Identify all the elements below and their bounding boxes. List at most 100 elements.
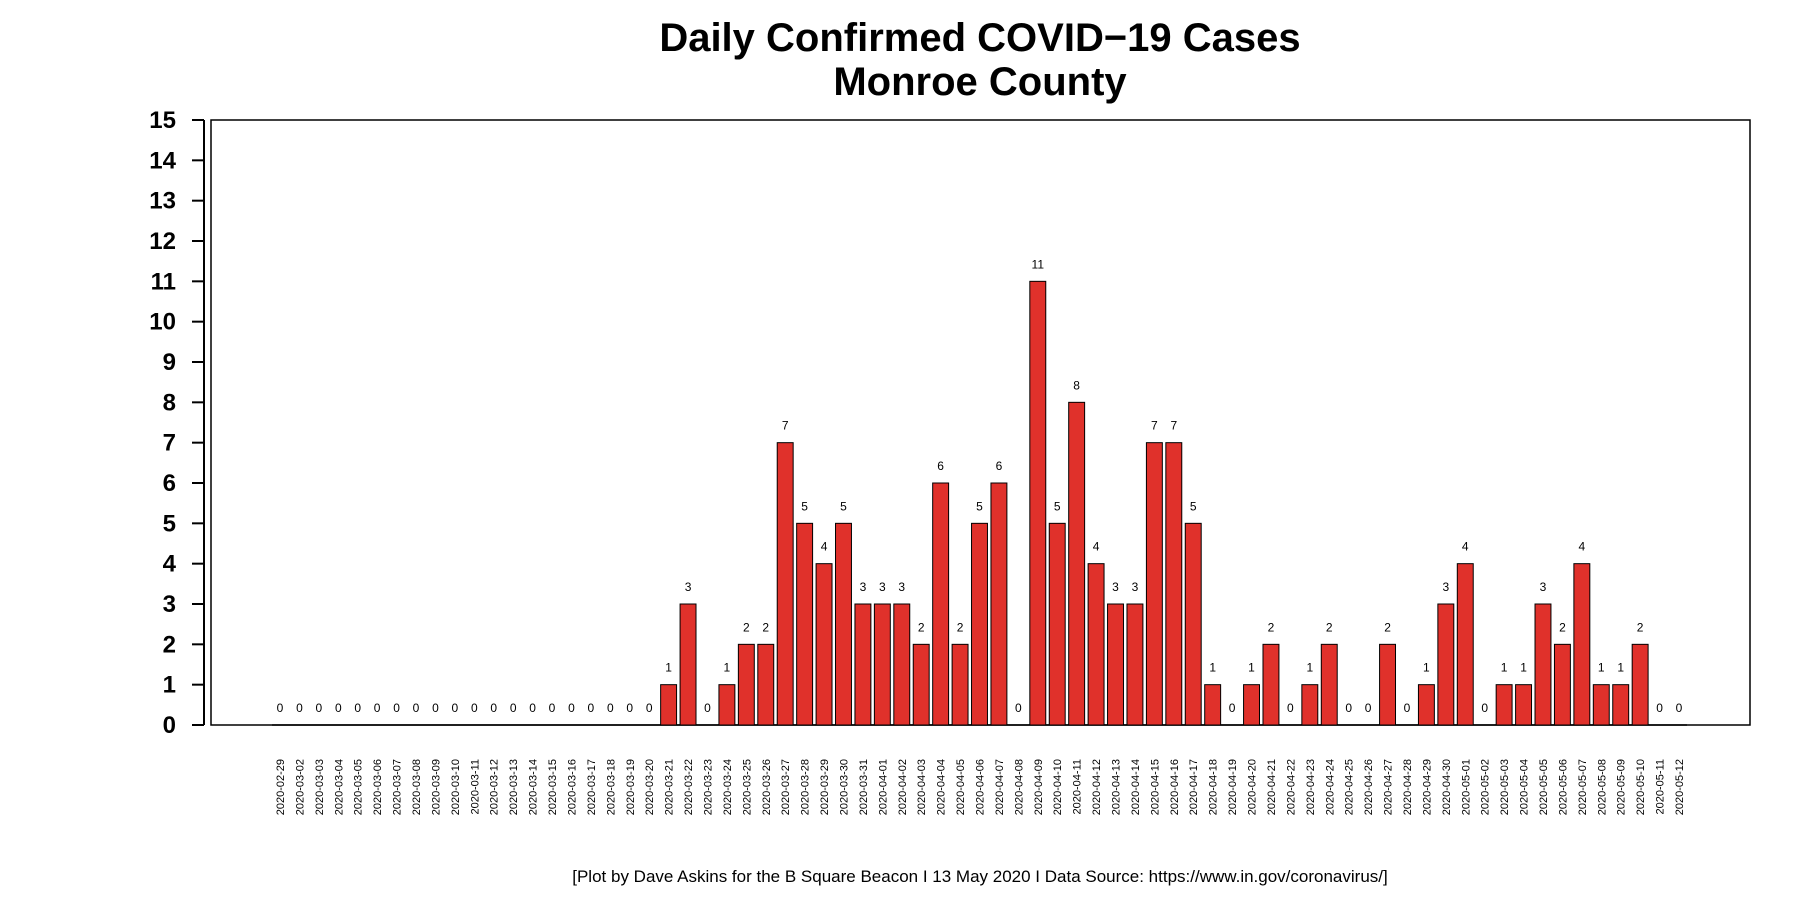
x-tick-label: 2020-03-06 — [372, 759, 384, 815]
x-tick-label: 2020-04-14 — [1130, 759, 1142, 815]
bar — [1262, 643, 1280, 726]
x-tick-label: 2020-04-29 — [1421, 759, 1433, 815]
bar-value-label: 0 — [626, 701, 633, 715]
y-tick-label: 7 — [163, 430, 176, 457]
x-tick-label: 2020-04-15 — [1149, 759, 1161, 815]
x-tick-label: 2020-03-29 — [819, 759, 831, 815]
bar-value-label: 4 — [821, 540, 828, 554]
x-tick-label: 2020-04-02 — [897, 759, 909, 815]
bar-value-label: 0 — [568, 701, 575, 715]
x-tick-label: 2020-05-02 — [1480, 759, 1492, 815]
x-tick-label: 2020-03-26 — [761, 759, 773, 815]
x-tick-label: 2020-02-29 — [275, 759, 287, 815]
x-tick-label: 2020-04-13 — [1111, 759, 1123, 815]
bar-value-label: 0 — [432, 701, 439, 715]
x-tick-label: 2020-03-22 — [683, 759, 695, 815]
x-tick-label: 2020-03-15 — [547, 759, 559, 815]
y-tick-label: 9 — [163, 349, 176, 376]
bar-value-label: 0 — [296, 701, 303, 715]
x-tick-label: 2020-03-03 — [314, 759, 326, 815]
bar — [873, 603, 891, 726]
x-tick-label: 2020-03-17 — [586, 759, 598, 815]
x-tick-label: 2020-03-04 — [333, 759, 345, 815]
bar — [1573, 563, 1591, 726]
bar-value-label: 0 — [452, 701, 459, 715]
x-tick-label: 2020-03-08 — [411, 759, 423, 815]
bar-value-label: 1 — [1423, 661, 1430, 675]
bar-value-label: 7 — [782, 419, 789, 433]
x-tick-label: 2020-05-09 — [1616, 759, 1628, 815]
x-tick-label: 2020-05-12 — [1674, 759, 1686, 815]
x-tick-label: 2020-05-03 — [1499, 759, 1511, 815]
bar — [1456, 563, 1474, 726]
bar — [835, 522, 852, 726]
bar — [1184, 522, 1202, 726]
x-tick-label: 2020-03-21 — [664, 759, 676, 815]
y-tick-label: 5 — [163, 510, 176, 537]
bar-value-label: 2 — [1559, 620, 1566, 634]
bar-value-label: 0 — [704, 701, 711, 715]
bar-value-label: 0 — [646, 701, 653, 715]
x-tick-label: 2020-04-17 — [1188, 759, 1200, 815]
x-tick-label: 2020-05-04 — [1519, 759, 1531, 815]
x-tick-label: 2020-04-01 — [877, 759, 889, 815]
x-tick-label: 2020-04-27 — [1383, 759, 1395, 815]
x-tick-label: 2020-04-16 — [1169, 759, 1181, 815]
y-tick-label: 0 — [163, 712, 176, 739]
bar-value-label: 5 — [1190, 499, 1197, 513]
bar-value-label: 0 — [1676, 701, 1683, 715]
bar-value-label: 0 — [1481, 701, 1488, 715]
y-tick-label: 6 — [163, 470, 176, 497]
bar — [1301, 684, 1319, 726]
bar-value-label: 3 — [1132, 580, 1139, 594]
bar-value-label: 0 — [529, 701, 536, 715]
y-tick-label: 13 — [149, 188, 176, 215]
x-tick-label: 2020-04-09 — [1033, 759, 1045, 815]
bar — [1592, 684, 1610, 726]
bar-value-label: 1 — [1209, 661, 1216, 675]
bar-value-label: 2 — [957, 620, 964, 634]
bar — [1243, 684, 1260, 726]
bar-value-label: 3 — [898, 580, 905, 594]
x-tick-label: 2020-03-19 — [625, 759, 637, 815]
bar-value-label: 2 — [1384, 620, 1391, 634]
x-tick-label: 2020-04-03 — [916, 759, 928, 815]
y-tick-label: 8 — [163, 389, 176, 416]
bar-value-label: 5 — [1054, 499, 1061, 513]
bar — [971, 522, 988, 726]
bar — [1029, 280, 1047, 726]
y-tick-label: 12 — [149, 228, 176, 255]
y-tick-label: 4 — [163, 551, 177, 578]
bar-value-label: 1 — [1248, 661, 1255, 675]
y-tick-label: 14 — [149, 147, 176, 174]
bar — [1417, 684, 1435, 726]
bar — [854, 603, 872, 726]
bar-value-label: 0 — [1404, 701, 1411, 715]
x-tick-label: 2020-04-05 — [955, 759, 967, 815]
chart-subtitle: Monroe County — [833, 60, 1127, 104]
bar-value-label: 0 — [374, 701, 381, 715]
bar — [893, 603, 911, 726]
bar — [932, 482, 950, 726]
bar — [1612, 684, 1630, 726]
bar-value-label: 0 — [1365, 701, 1372, 715]
chart-title: Daily Confirmed COVID−19 Cases — [659, 16, 1300, 60]
bar-value-label: 1 — [1501, 661, 1508, 675]
bar — [737, 643, 755, 726]
bar — [660, 684, 678, 726]
x-tick-label: 2020-05-06 — [1557, 759, 1569, 815]
bar-value-label: 0 — [607, 701, 614, 715]
x-tick-label: 2020-04-21 — [1266, 759, 1278, 815]
bar-value-label: 4 — [1579, 540, 1586, 554]
x-tick-label: 2020-03-11 — [469, 759, 481, 814]
x-tick-label: 2020-03-12 — [489, 759, 501, 815]
bar-value-label: 0 — [354, 701, 361, 715]
bars-group — [272, 280, 1687, 726]
bar-value-label: 5 — [840, 499, 847, 513]
bar — [1145, 442, 1163, 726]
x-tick-label: 2020-04-30 — [1441, 759, 1453, 815]
x-tick-label: 2020-05-08 — [1596, 759, 1608, 815]
bar-value-label: 4 — [1093, 540, 1100, 554]
